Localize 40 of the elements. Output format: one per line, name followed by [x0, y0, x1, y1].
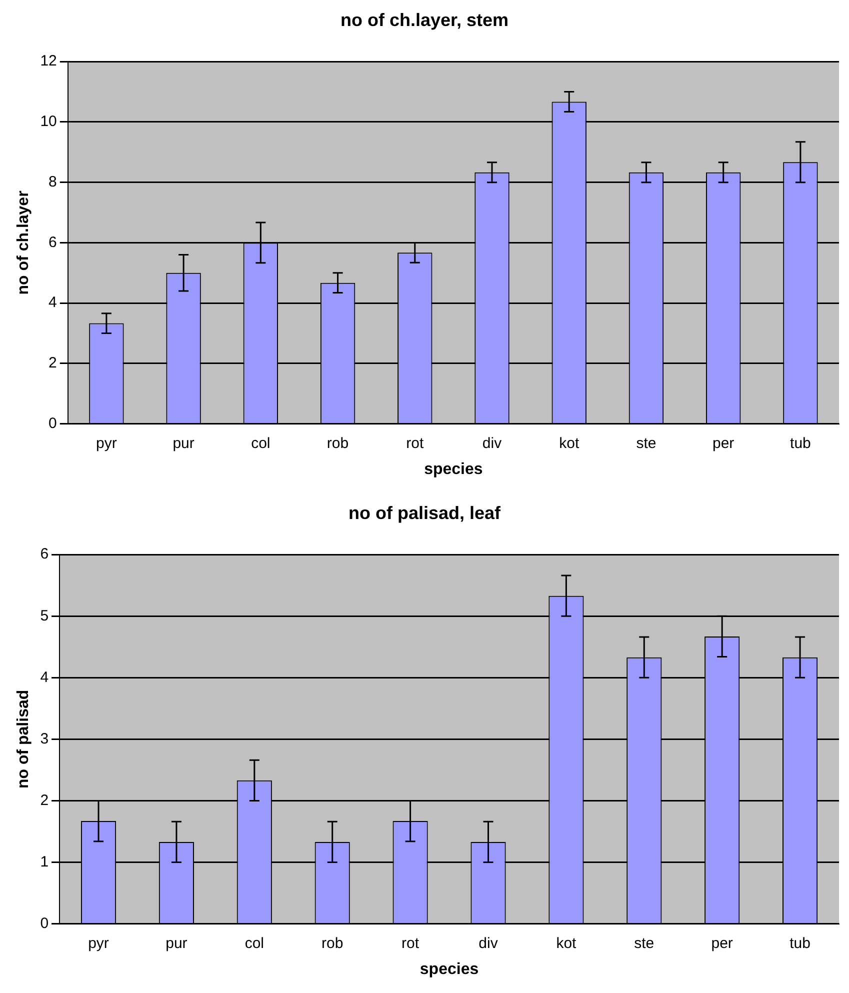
y-tick-label: 4 [48, 294, 57, 312]
x-tick-label: div [482, 434, 502, 452]
y-tick-label: 2 [40, 792, 49, 809]
y-tick-label: 0 [48, 414, 57, 432]
y-tick-label: 3 [40, 730, 49, 748]
x-tick-label: div [478, 934, 498, 952]
x-tick-label: ste [634, 934, 654, 952]
y-tick-label: 8 [48, 173, 57, 190]
x-tick-label: rot [406, 434, 424, 452]
x-tick-label: per [712, 434, 734, 452]
x-tick-label: pyr [88, 934, 109, 952]
x-tick-label: col [251, 434, 270, 452]
y-tick-label: 2 [48, 354, 57, 372]
x-tick-label: kot [556, 934, 578, 952]
y-axis-title: no of palisad [15, 690, 32, 789]
x-tick-label: pur [172, 434, 194, 452]
y-tick-label: 6 [40, 546, 49, 563]
y-tick-label: 12 [40, 52, 57, 70]
x-tick-label: tub [790, 434, 811, 452]
x-tick-label: ste [636, 434, 656, 452]
x-tick-label: rot [402, 934, 420, 952]
x-tick-label: rob [322, 934, 344, 952]
y-tick-label: 10 [40, 113, 57, 130]
x-tick-label: pyr [96, 434, 117, 452]
x-tick-label: rob [326, 434, 349, 452]
x-axis-title: species [424, 460, 483, 478]
y-tick-label: 4 [40, 668, 49, 686]
x-tick-label: tub [790, 934, 810, 952]
x-tick-label: pur [166, 934, 188, 952]
y-tick-label: 1 [40, 853, 49, 870]
y-axis-title: no of ch.layer [15, 190, 32, 295]
x-tick-label: col [244, 934, 264, 952]
y-tick-label: 6 [48, 234, 57, 251]
x-tick-label: kot [559, 434, 580, 452]
x-axis-title: species [420, 960, 479, 978]
y-tick-label: 0 [40, 914, 49, 932]
y-tick-label: 5 [40, 607, 49, 624]
chart-title: no of palisad, leaf [348, 502, 502, 523]
chart-title: no of ch.layer, stem [340, 10, 509, 30]
x-tick-label: per [711, 934, 733, 952]
